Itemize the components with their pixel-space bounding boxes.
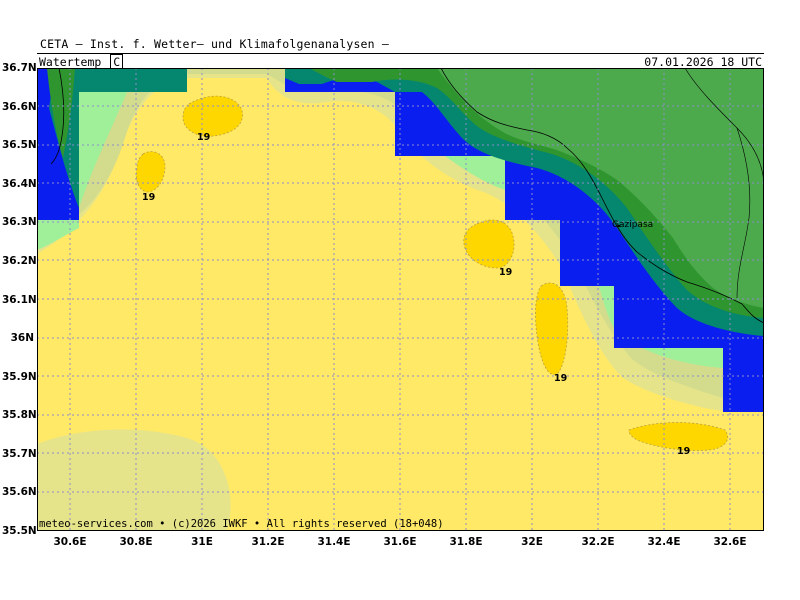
- header-title: CETA — Inst. f. Wetter— und Klimafolgena…: [40, 37, 390, 51]
- fringe-east: [642, 348, 723, 368]
- isotherm-label-5: 19: [677, 446, 690, 457]
- fringe-mid: [445, 156, 505, 190]
- footer-credit: meteo-services.com • (c)2026 IWKF • All …: [39, 518, 444, 530]
- isotherm-label-2: 19: [142, 192, 155, 203]
- isotherm-label-3: 19: [499, 267, 512, 278]
- lon-label: 32.6E: [713, 536, 747, 548]
- lon-label: 31.6E: [383, 536, 417, 548]
- lat-label: 36.6N: [2, 101, 37, 113]
- coastline-west: [50, 68, 65, 165]
- warm-patch-3: [463, 219, 515, 269]
- header-rule: [37, 53, 764, 54]
- lat-label: 36.1N: [2, 294, 37, 306]
- lon-label: 30.8E: [119, 536, 153, 548]
- graticule: [37, 68, 764, 531]
- coastline: [440, 68, 764, 324]
- isotherm-label-1: 19: [197, 132, 210, 143]
- isotherm-label-4: 19: [554, 373, 567, 384]
- lon-label: 31.4E: [317, 536, 351, 548]
- lon-label: 31.2E: [251, 536, 285, 548]
- warm-patch-5: [628, 422, 728, 451]
- lon-label: 32.4E: [647, 536, 681, 548]
- lon-label: 31E: [191, 536, 213, 548]
- lat-label: 35.5N: [2, 525, 37, 537]
- lat-label: 35.7N: [2, 448, 37, 460]
- lat-label: 35.9N: [2, 371, 37, 383]
- valid-time: 07.01.2026 18 UTC: [644, 55, 762, 69]
- lat-label: 35.6N: [2, 486, 37, 498]
- town-marker: [617, 224, 621, 228]
- lat-label: 36.4N: [2, 178, 37, 190]
- variable-name: Watertemp: [39, 55, 102, 69]
- lat-label: 36N: [10, 332, 34, 344]
- lat-label: 36.5N: [2, 139, 37, 151]
- warm-patch-2: [135, 151, 166, 193]
- lon-label: 32.2E: [581, 536, 615, 548]
- lat-label: 36.7N: [2, 62, 37, 74]
- cool-patch-southwest: [37, 429, 231, 531]
- warm-patch-4: [535, 282, 569, 375]
- lat-label: 35.8N: [2, 409, 37, 421]
- fringe-west-south: [37, 220, 79, 250]
- lat-label: 36.2N: [2, 255, 37, 267]
- fringe-west: [79, 92, 127, 208]
- variable-label: Watertemp C: [39, 54, 124, 70]
- map-frame: [37, 68, 764, 531]
- lon-label: 32E: [521, 536, 543, 548]
- lon-label: 30.6E: [53, 536, 87, 548]
- lat-label: 36.3N: [2, 216, 37, 228]
- map-panel: 19 19 19 19 19 Gazipasa: [37, 68, 764, 531]
- water-temperature-map: 19 19 19 19 19 Gazipasa: [37, 68, 764, 531]
- town-label: Gazipasa: [612, 220, 653, 230]
- lon-label: 31.8E: [449, 536, 483, 548]
- unit-box: C: [110, 54, 124, 70]
